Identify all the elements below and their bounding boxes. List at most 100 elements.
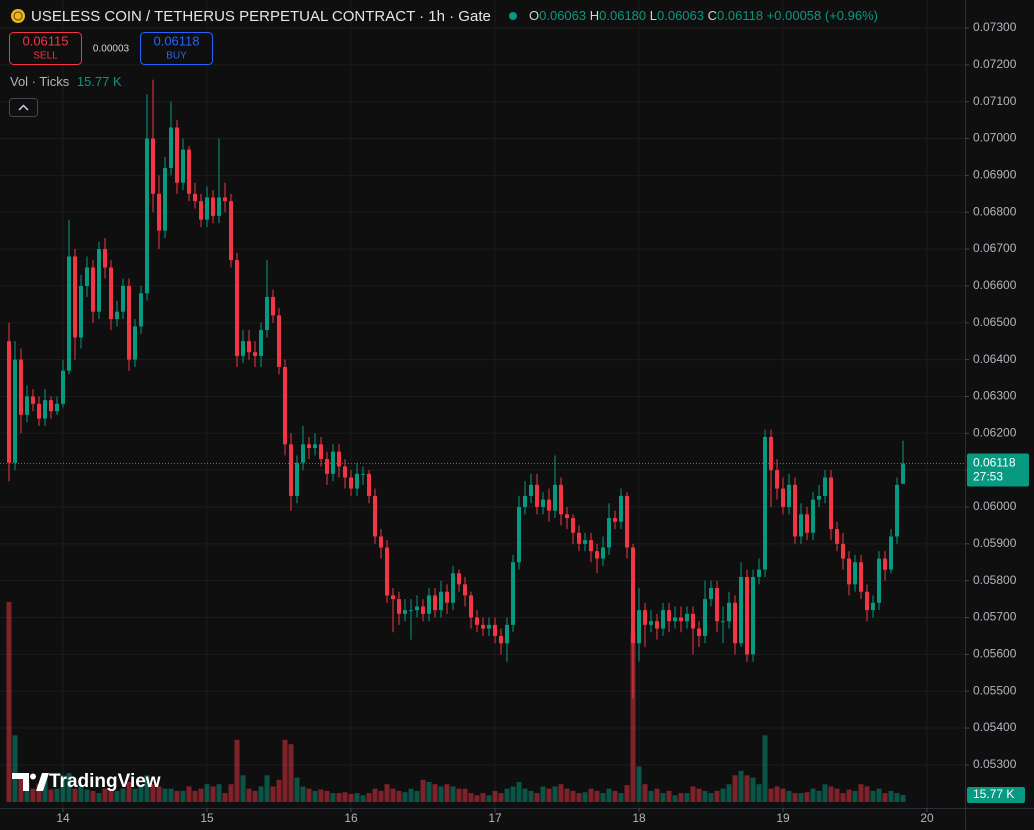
sell-button-frame[interactable] — [9, 32, 82, 65]
candle-body — [523, 495, 528, 507]
price-change: +0.00058 (+0.96%) — [767, 8, 878, 23]
candle-layer — [0, 79, 965, 699]
candle-body — [433, 595, 438, 611]
candle-body — [361, 473, 366, 475]
volume-bar — [378, 790, 384, 802]
volume-bar — [642, 784, 648, 802]
candle-body — [205, 197, 210, 220]
volume-bar — [474, 795, 480, 802]
volume-bar — [576, 793, 582, 802]
y-tick-label: 0.05600 — [973, 647, 1017, 661]
volume-bar — [402, 792, 408, 802]
candle-body — [829, 477, 834, 530]
candle-body — [871, 602, 876, 611]
candle-body — [259, 330, 264, 356]
candle-body — [181, 149, 186, 183]
volume-bar — [6, 602, 12, 802]
candle-body — [97, 249, 102, 312]
coin-icon-ring — [13, 11, 23, 21]
sell-price[interactable]: 0.06115 — [22, 33, 68, 48]
volume-bar — [714, 790, 720, 802]
volume-bar — [156, 786, 162, 802]
volume-value-box — [967, 786, 1025, 803]
x-tick-label: 15 — [200, 811, 214, 825]
candle-body — [901, 463, 906, 484]
volume-bar — [546, 788, 552, 802]
ohlc-value: 0.06063 — [539, 8, 586, 23]
watermark-text: TradingView — [49, 771, 161, 792]
volume-bar — [648, 790, 654, 802]
volume-bar — [498, 793, 504, 802]
y-tick-label: 0.06000 — [973, 499, 1017, 513]
candle-body — [499, 635, 504, 644]
candle-body — [337, 451, 342, 467]
volume-bar — [114, 790, 120, 802]
volume-bar — [726, 784, 732, 802]
volume-bar — [144, 775, 150, 802]
volume-bar — [318, 789, 324, 802]
candle-body — [739, 576, 744, 644]
candle-body — [271, 296, 276, 316]
symbol-title[interactable]: USELESS COIN / TETHERUS PERPETUAL CONTRA… — [31, 8, 491, 25]
volume-legend-label: Vol · Ticks — [10, 74, 70, 89]
candle-body — [709, 588, 714, 600]
sell-label[interactable]: SELL — [33, 51, 58, 62]
volume-bar — [780, 788, 786, 802]
volume-bar — [36, 784, 42, 802]
y-tick-label: 0.05700 — [973, 610, 1017, 624]
collapse-button[interactable] — [9, 98, 38, 117]
collapse-button-frame[interactable] — [9, 98, 38, 117]
buy-label[interactable]: BUY — [166, 51, 187, 62]
candle-body — [55, 403, 60, 412]
candle-body — [595, 551, 600, 559]
x-tick-label: 19 — [776, 811, 790, 825]
volume-bar — [354, 793, 360, 802]
buy-button-frame[interactable] — [140, 32, 213, 65]
candle-body — [229, 201, 234, 261]
y-tick-label: 0.06500 — [973, 315, 1017, 329]
collapse-chevron[interactable] — [18, 104, 29, 111]
y-tick-label: 0.07100 — [973, 94, 1017, 108]
volume-bar — [840, 793, 846, 802]
buy-price[interactable]: 0.06118 — [153, 33, 199, 48]
candle-body — [625, 495, 630, 548]
candle-body — [745, 576, 750, 655]
volume-bar — [288, 744, 294, 802]
y-tick-label: 0.06300 — [973, 389, 1017, 403]
candle-body — [505, 624, 510, 644]
candle-body — [667, 610, 672, 622]
volume-bar — [366, 793, 372, 802]
volume-bar — [414, 790, 420, 802]
candle-body — [721, 621, 726, 623]
volume-bar — [600, 793, 606, 802]
candle-body — [751, 576, 756, 655]
candle-body — [217, 197, 222, 216]
candle-body — [37, 403, 42, 419]
candle-body — [517, 506, 522, 563]
volume-bar — [450, 786, 456, 802]
volume-bar — [150, 784, 156, 802]
volume-bar — [756, 784, 762, 802]
candle-body — [295, 462, 300, 496]
candle-body — [757, 569, 762, 577]
candle-body — [247, 341, 252, 353]
volume-bar — [54, 788, 60, 802]
candle-body — [67, 256, 72, 371]
volume-bar — [66, 773, 72, 802]
y-tick-label: 0.07200 — [973, 57, 1017, 71]
ohlc-key: O — [529, 8, 539, 23]
candle-body — [199, 201, 204, 220]
candle-body — [487, 624, 492, 629]
volume-bar — [348, 794, 354, 802]
buy-button[interactable]: 0.06118 BUY — [140, 32, 213, 65]
candle-body — [211, 197, 216, 216]
sell-button[interactable]: 0.06115 SELL — [9, 32, 82, 65]
volume-bar — [636, 766, 642, 802]
volume-bar — [570, 790, 576, 802]
volume-bar — [660, 793, 666, 802]
volume-bar — [774, 786, 780, 802]
volume-bar — [282, 739, 288, 802]
candle-body — [13, 359, 18, 463]
